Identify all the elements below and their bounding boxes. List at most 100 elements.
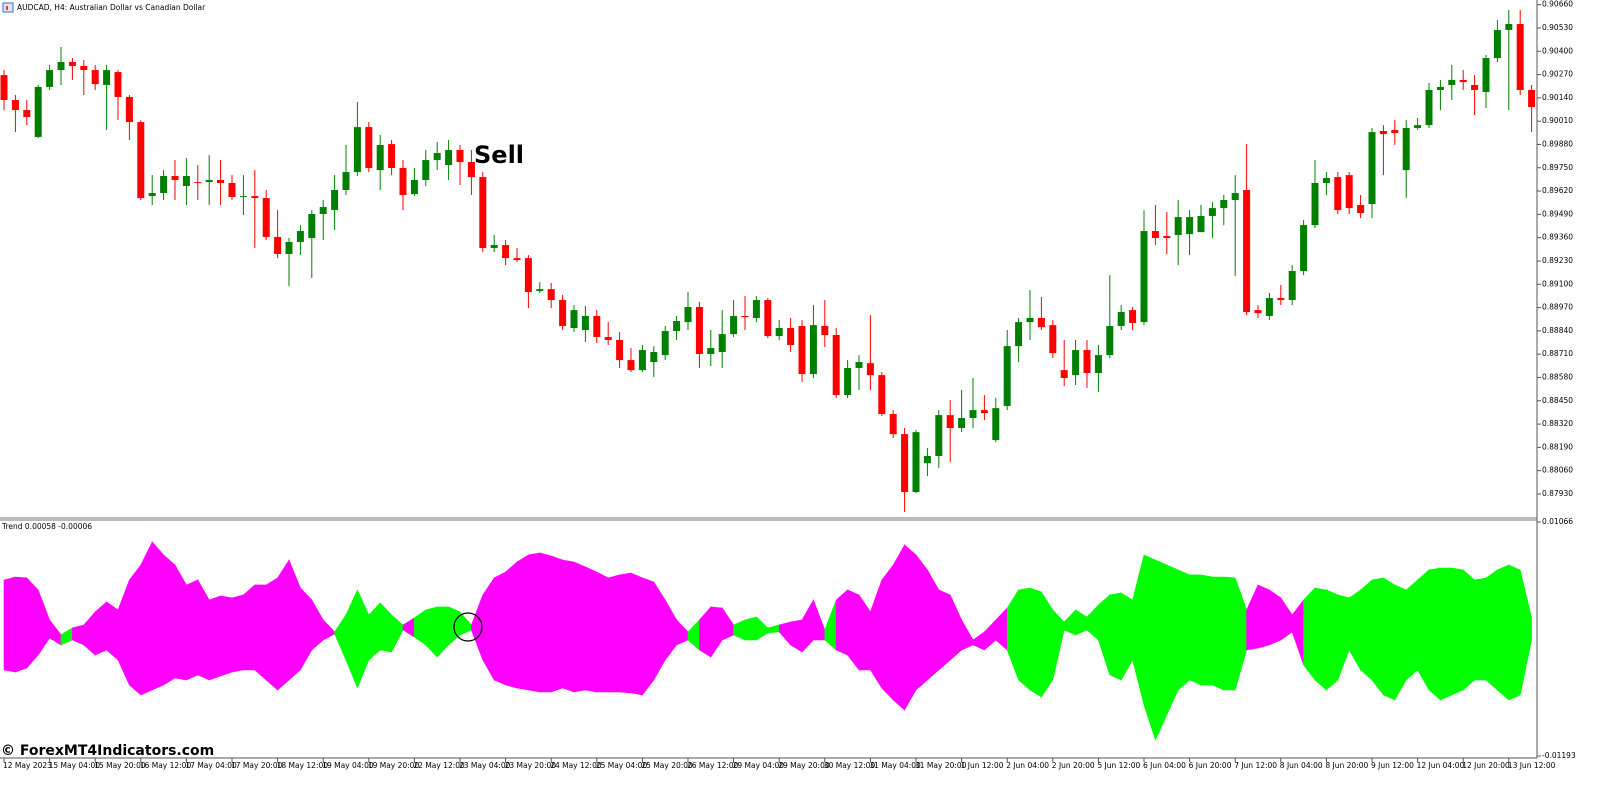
trend-area (1428, 567, 1441, 701)
candle-body (433, 153, 441, 161)
trend-area (26, 577, 39, 669)
candle-body (296, 231, 304, 242)
candle-body (570, 310, 578, 329)
trend-area (881, 564, 894, 701)
candle-body (479, 177, 487, 249)
candle-body (1436, 86, 1444, 90)
candle-body (787, 328, 795, 346)
candle-body (342, 172, 350, 190)
candle-body (274, 236, 282, 254)
candle-body (741, 315, 749, 318)
trend-area (220, 595, 233, 677)
candle-body (1379, 131, 1387, 135)
y-tick-label: 0.88580 (1542, 372, 1573, 381)
candle-body (878, 375, 886, 415)
candle-body (11, 100, 19, 111)
candle-body (1243, 189, 1251, 313)
candle-body (1094, 355, 1102, 373)
candle-body (1311, 183, 1319, 226)
trend-area (243, 584, 256, 671)
y-tick-label: 0.89880 (1542, 139, 1573, 148)
x-tick-label: 26 May 12:00 (687, 761, 739, 770)
candle-body (866, 363, 874, 376)
candle-body (467, 162, 475, 178)
trend-area (1269, 589, 1282, 646)
symbol-icon (6, 6, 8, 10)
trend-area (3, 576, 16, 673)
candle-body (661, 331, 669, 356)
y-tick-label: 0.89100 (1542, 279, 1573, 288)
x-tick-label: 12 Jun 04:00 (1417, 761, 1465, 770)
annotation: Sell (474, 141, 524, 169)
candle-body (730, 315, 738, 335)
candle-body (103, 70, 111, 85)
trend-area (607, 574, 620, 693)
x-tick-label: 12 May 2023 (3, 761, 52, 770)
trend-area (231, 594, 244, 673)
y-tick-label: 0.90530 (1542, 23, 1573, 32)
trend-area (505, 561, 518, 689)
candle-body (1254, 310, 1262, 314)
candle-body (1026, 317, 1034, 323)
candle-body (502, 245, 510, 259)
trend-area (129, 564, 142, 696)
candle-body (958, 417, 966, 429)
trend-area (528, 552, 541, 693)
candle-body (1072, 350, 1080, 376)
trend-area (1360, 579, 1373, 681)
trend-area (630, 572, 643, 696)
trend-area (493, 571, 506, 686)
candle-body (1174, 217, 1182, 235)
candle-body (616, 340, 624, 361)
candle-body (1482, 58, 1490, 92)
candle-body (1505, 24, 1513, 30)
candle-body (707, 348, 715, 354)
candle-body (695, 307, 703, 354)
candle-body (604, 336, 612, 341)
candle-body (1471, 84, 1479, 90)
candle-body (809, 325, 817, 375)
trend-area (1212, 576, 1225, 691)
candle-body (1186, 217, 1194, 235)
candle-body (593, 315, 601, 337)
trend-area (596, 571, 609, 693)
candle-body (581, 315, 589, 330)
trend-area (1189, 574, 1202, 686)
x-tick-label: 29 May 04:00 (733, 761, 785, 770)
trend-area (1177, 569, 1190, 691)
x-tick-label: 19 May 04:00 (322, 761, 374, 770)
candle-body (319, 207, 327, 215)
x-tick-label: 7 Jun 12:00 (1234, 761, 1277, 770)
candle-body (182, 176, 190, 187)
candle-body (410, 179, 418, 195)
candle-body (1300, 225, 1308, 272)
trend-area (642, 577, 655, 696)
candle-body (1265, 298, 1273, 316)
candle-body (365, 127, 373, 168)
trend-area (277, 558, 290, 691)
x-tick-label: 25 May 04:00 (596, 761, 648, 770)
x-tick-label: 13 Jun 12:00 (1508, 761, 1556, 770)
candle-body (627, 360, 635, 371)
candle-body (1140, 231, 1148, 323)
candle-body (125, 96, 133, 123)
trend-area (1314, 587, 1327, 691)
y-tick-label: 0.89490 (1542, 209, 1573, 218)
candle-body (217, 179, 225, 184)
trend-area (1018, 587, 1031, 691)
candle-body (285, 241, 293, 254)
trend-area (1462, 569, 1475, 691)
trend-area (1508, 564, 1521, 701)
candle-body (855, 362, 863, 368)
x-tick-label: 18 May 12:00 (277, 761, 329, 770)
trend-area (140, 541, 153, 696)
trend-area (892, 543, 905, 711)
candle-body (1414, 125, 1422, 128)
candle-body (23, 110, 31, 118)
candle-body (969, 410, 977, 418)
candle-body (513, 258, 521, 261)
candle-body (832, 334, 840, 396)
x-tick-label: 19 May 20:00 (368, 761, 420, 770)
y-tick-label: 0.90140 (1542, 93, 1573, 102)
y-tick-label: 0.88970 (1542, 303, 1573, 312)
